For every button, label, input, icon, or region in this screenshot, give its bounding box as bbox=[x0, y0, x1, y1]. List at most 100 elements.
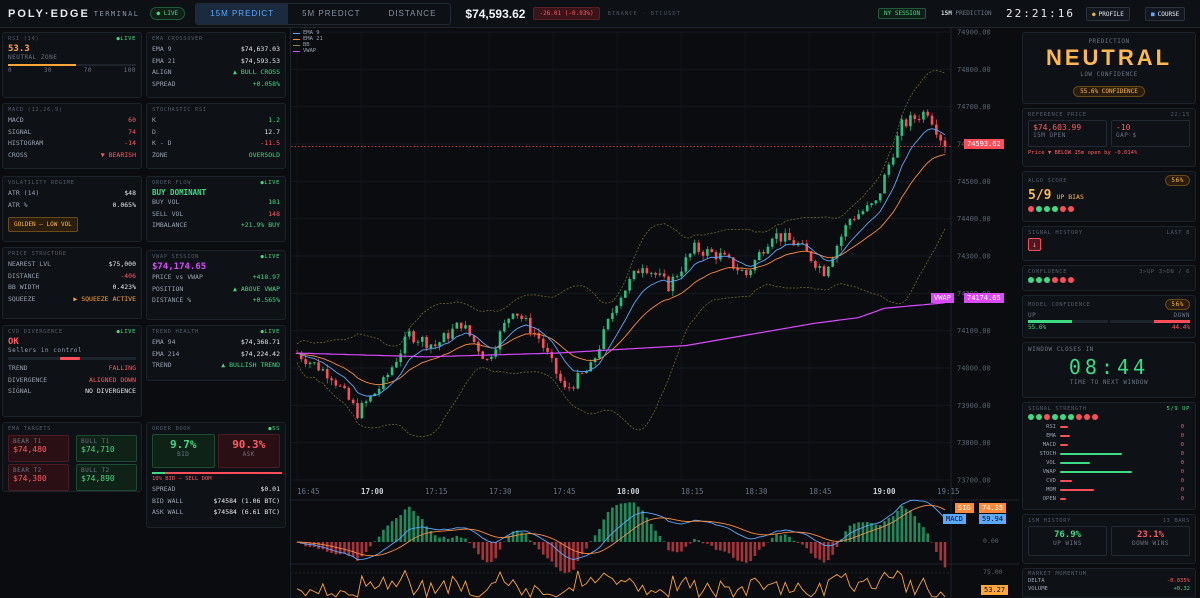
candle-body bbox=[528, 318, 532, 333]
macd-histogram-bar bbox=[805, 542, 809, 549]
candle-body bbox=[675, 276, 679, 278]
signal-strength-title: SIGNAL STRENGTH bbox=[1028, 406, 1087, 412]
macd-histogram-bar bbox=[662, 541, 666, 542]
signal-value: 0 bbox=[1180, 432, 1184, 439]
tab-5m-predict[interactable]: 5M PREDICT bbox=[302, 9, 361, 18]
macd-histogram-bar bbox=[926, 533, 930, 542]
x-tick-label: 19:15 bbox=[937, 487, 960, 496]
reference-price-panel: REFERENCE PRICE 22:15 $74,603.99 15M OPEN … bbox=[1022, 108, 1196, 167]
signal-bar bbox=[1060, 425, 1068, 428]
macd-histogram-bar bbox=[369, 542, 372, 547]
bb-lower bbox=[296, 228, 946, 438]
macd-histogram-bar bbox=[900, 505, 904, 542]
model-confidence-panel: MODEL CONFIDENCE 56% UP DOWN 55.6% 44.4% bbox=[1022, 295, 1196, 338]
signal-name: VOL bbox=[1046, 459, 1056, 466]
x-tick-label: 18:00 bbox=[617, 487, 640, 496]
signal-row: CVD 0 bbox=[1028, 476, 1190, 485]
candle-body bbox=[831, 258, 834, 267]
candle-body bbox=[719, 252, 722, 260]
macd-histogram-bar bbox=[580, 542, 584, 555]
row-value: $75,000 bbox=[108, 260, 136, 268]
row-key: BID WALL bbox=[152, 496, 184, 505]
signal-name: MOM bbox=[1046, 486, 1056, 493]
rsi-scale: 0 30 70 100 bbox=[8, 67, 136, 74]
price-chart[interactable]: 74900.0074800.0074700.0074600.0074500.00… bbox=[291, 28, 1019, 598]
course-button[interactable]: ■ COURSE bbox=[1145, 7, 1186, 21]
candle-body bbox=[541, 338, 545, 348]
ema21-line bbox=[296, 154, 946, 386]
macd-histogram-bar bbox=[770, 537, 774, 542]
indicator-dot bbox=[1068, 206, 1074, 212]
row-value: 0.423% bbox=[112, 283, 136, 291]
row-key: DIVERGENCE bbox=[8, 375, 48, 384]
macd-histogram-bar bbox=[559, 542, 562, 572]
market-momentum-panel: MARKET MOMENTUM DELTA -0.035% VOLUME +0.32 bbox=[1022, 568, 1196, 598]
signal-row: OPEN 0 bbox=[1028, 494, 1190, 503]
candle-body bbox=[390, 367, 394, 375]
profile-button[interactable]: ● PROFILE bbox=[1086, 7, 1130, 21]
macd-histogram-bar bbox=[943, 542, 947, 568]
indicator-dot bbox=[1092, 414, 1098, 420]
candle-body bbox=[852, 219, 856, 221]
candle-body bbox=[792, 240, 796, 246]
candle-body bbox=[420, 336, 424, 342]
candle-body bbox=[835, 245, 839, 259]
macd-histogram-bar bbox=[675, 542, 679, 553]
indicator-dot bbox=[1060, 414, 1066, 420]
y-axis-ticks: 74900.0074800.0074700.0074600.0074500.00… bbox=[957, 29, 991, 485]
algo-title: ALGO SCORE bbox=[1028, 177, 1068, 184]
cvd-panel: CVD DIVERGENCE ●LIVE OK Sellers in contro… bbox=[2, 325, 142, 417]
legend-label: EMA 21 bbox=[303, 36, 323, 42]
candle-body bbox=[926, 111, 930, 116]
tab-15m-predict[interactable]: 15M PREDICT bbox=[196, 3, 289, 24]
tab-distance[interactable]: DISTANCE bbox=[388, 9, 437, 18]
row-key: BB WIDTH bbox=[8, 283, 40, 291]
candle-body bbox=[641, 268, 644, 274]
macd-histogram-bar bbox=[312, 542, 316, 547]
price-structure-title: PRICE STRUCTURE bbox=[8, 251, 67, 257]
row-key: ZONE bbox=[152, 150, 168, 159]
signal-down-icon[interactable]: ↓ bbox=[1028, 238, 1041, 251]
candle-body bbox=[507, 318, 510, 323]
macd-histogram-bar bbox=[615, 505, 618, 542]
indicator-dot bbox=[1060, 206, 1066, 212]
chart-area[interactable]: 74900.0074800.0074700.0074600.0074500.00… bbox=[290, 28, 1019, 598]
macd-histogram-bar bbox=[464, 538, 467, 542]
candle-body bbox=[330, 378, 333, 381]
vwap-session-title: VWAP SESSION bbox=[152, 254, 199, 260]
candle-body bbox=[408, 331, 411, 337]
model-confidence-title: MODEL CONFIDENCE bbox=[1028, 301, 1091, 308]
row-value: 74 bbox=[128, 127, 136, 136]
down-value: 44.4% bbox=[1171, 324, 1190, 331]
candle-body bbox=[662, 273, 666, 277]
rsi-pane bbox=[291, 569, 951, 598]
macd-histogram-bar bbox=[425, 526, 428, 542]
macd-histogram-bar bbox=[753, 542, 757, 556]
macd-histogram-bar bbox=[576, 542, 580, 562]
macd-histogram-bar bbox=[857, 522, 860, 542]
candle-body bbox=[818, 266, 822, 268]
macd-histogram-bar bbox=[701, 542, 705, 544]
macd-histogram-bar bbox=[887, 517, 891, 542]
candle-body bbox=[304, 359, 307, 365]
macd-histogram-bar bbox=[602, 519, 606, 542]
vwap-value: $74,174.65 bbox=[152, 262, 207, 272]
ask-percent: 90.3% bbox=[232, 438, 266, 451]
macd-histogram-bar bbox=[593, 535, 597, 542]
macd-histogram-bar bbox=[416, 515, 420, 542]
legend-swatch bbox=[293, 44, 300, 46]
candle-body bbox=[671, 276, 675, 292]
macd-histogram-bar bbox=[399, 514, 402, 542]
down-wins-value: 23.1% bbox=[1136, 530, 1165, 540]
target-key: BEAR T2 bbox=[13, 467, 42, 474]
row-value: $74,593.53 bbox=[240, 56, 280, 65]
macd-histogram-bar bbox=[891, 516, 895, 542]
macd-histogram-bar bbox=[723, 542, 726, 552]
history-count: 13 BARS bbox=[1162, 518, 1190, 524]
macd-histogram-bar bbox=[814, 542, 817, 559]
row-value: -0.035% bbox=[1166, 578, 1190, 584]
macd-histogram-bar bbox=[390, 521, 394, 542]
ema-crossover-title: EMA CROSSOVER bbox=[152, 36, 203, 42]
macd-histogram-bar bbox=[649, 524, 653, 542]
macd-histogram-bar bbox=[459, 537, 463, 542]
